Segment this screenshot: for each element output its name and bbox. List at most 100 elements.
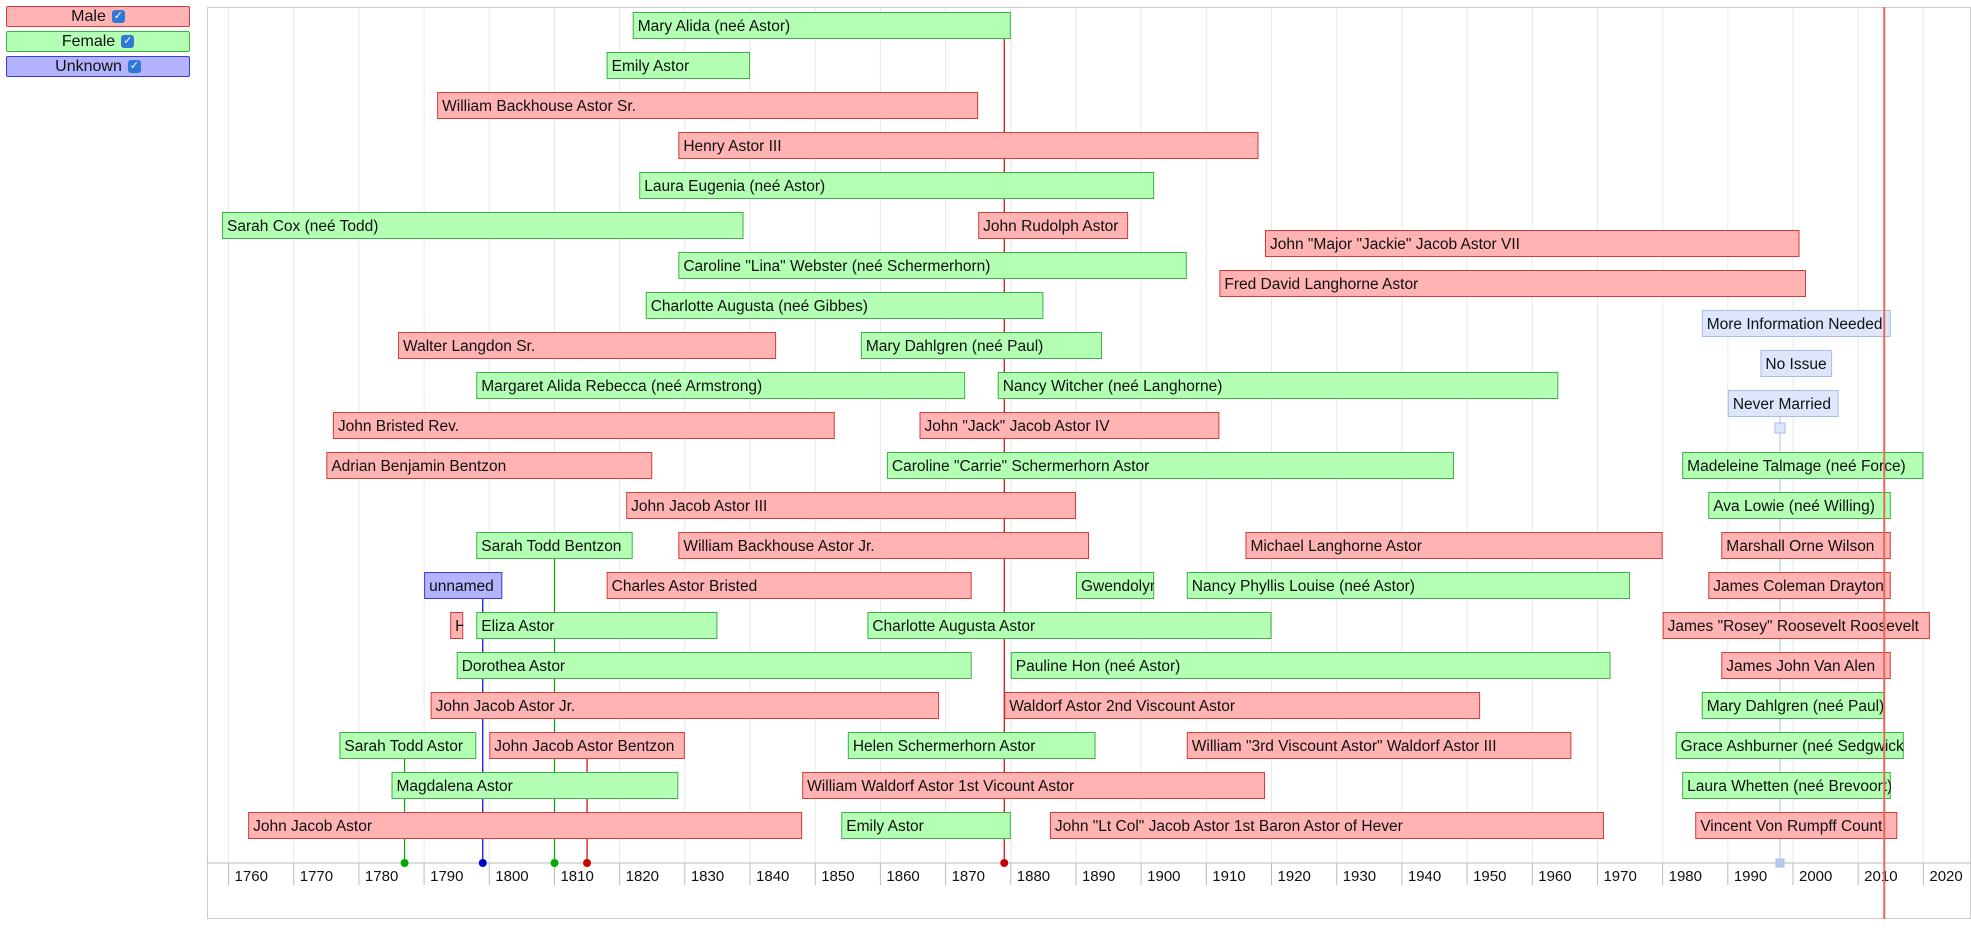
event-bar[interactable]: Nancy Witcher (neé Langhorne): [997, 372, 1559, 399]
event-bar-rect[interactable]: [802, 772, 1265, 799]
event-bar[interactable]: William "3rd Viscount Astor" Waldorf Ast…: [1186, 732, 1572, 759]
event-bar[interactable]: unnamed: [424, 572, 503, 599]
event-bar-rect[interactable]: [430, 692, 940, 719]
legend-item-male[interactable]: Male ✓: [6, 6, 190, 27]
event-bar-rect[interactable]: [1721, 532, 1891, 559]
event-bar-rect[interactable]: [1708, 492, 1891, 519]
event-bar-rect[interactable]: [1004, 692, 1481, 719]
event-bar-rect[interactable]: [476, 532, 633, 559]
event-bar[interactable]: John Jacob Astor: [248, 812, 803, 839]
event-bar[interactable]: John Jacob Astor III: [626, 492, 1076, 519]
event-bar[interactable]: Charles Astor Bristed: [606, 572, 972, 599]
event-bar[interactable]: John Bristed Rev.: [332, 412, 835, 439]
event-bar[interactable]: Caroline "Carrie" Schermerhorn Astor: [886, 452, 1455, 479]
event-bar[interactable]: William Backhouse Astor Jr.: [678, 532, 1089, 559]
event-bar[interactable]: Gwendolyn: [1075, 572, 1158, 599]
event-bar-rect[interactable]: [867, 612, 1272, 639]
event-bar[interactable]: Dorothea Astor: [456, 652, 972, 679]
event-bar-rect[interactable]: [1075, 572, 1155, 599]
event-bar[interactable]: John Jacob Astor Bentzon: [489, 732, 685, 759]
event-bar[interactable]: Marshall Orne Wilson: [1721, 532, 1891, 559]
event-bar-rect[interactable]: [437, 92, 979, 119]
event-bar-rect[interactable]: [489, 732, 685, 759]
event-bar-rect[interactable]: [1682, 772, 1891, 799]
event-bar[interactable]: Grace Ashburner (neé Sedgwick): [1675, 732, 1909, 759]
event-bar[interactable]: Caroline "Lina" Webster (neé Schermerhor…: [678, 252, 1187, 279]
event-bar-rect[interactable]: [424, 572, 503, 599]
event-bar-rect[interactable]: [398, 332, 777, 359]
event-bar[interactable]: Henry Astor III: [678, 132, 1259, 159]
event-bar[interactable]: Adrian Benjamin Bentzon: [326, 452, 653, 479]
event-bar[interactable]: Laura Whetten (neé Brevoort): [1682, 772, 1893, 799]
event-bar-rect[interactable]: [606, 572, 972, 599]
event-bar-rect[interactable]: [391, 772, 679, 799]
event-bar[interactable]: Madeleine Talmage (neé Force): [1682, 452, 1924, 479]
event-bar[interactable]: Mary Dahlgren (neé Paul): [860, 332, 1103, 359]
event-bar[interactable]: Eliza Astor: [476, 612, 718, 639]
event-bar-rect[interactable]: [456, 652, 972, 679]
event-bar[interactable]: John "Jack" Jacob Astor IV: [919, 412, 1220, 439]
event-bar-rect[interactable]: [1708, 572, 1891, 599]
event-bar[interactable]: Vincent Von Rumpff Count: [1695, 812, 1898, 839]
legend-item-female[interactable]: Female ✓: [6, 31, 190, 52]
event-bar[interactable]: Margaret Alida Rebecca (neé Armstrong): [476, 372, 966, 399]
legend-item-unknown[interactable]: Unknown ✓: [6, 56, 190, 77]
event-bar[interactable]: John "Major "Jackie" Jacob Astor VII: [1265, 230, 1800, 257]
event-bar-rect[interactable]: [678, 252, 1187, 279]
event-bar-rect[interactable]: [1721, 652, 1891, 679]
event-bar[interactable]: James John Van Alen: [1721, 652, 1891, 679]
event-bar-rect[interactable]: [1245, 532, 1663, 559]
event-bar-rect[interactable]: [632, 12, 1011, 39]
event-bar-rect[interactable]: [332, 412, 835, 439]
event-bar-rect[interactable]: [248, 812, 803, 839]
event-bar[interactable]: Sarah Todd Bentzon: [476, 532, 633, 559]
event-bar-rect[interactable]: [841, 812, 1011, 839]
event-bar-rect[interactable]: [639, 172, 1155, 199]
checkbox-icon[interactable]: ✓: [111, 10, 125, 23]
event-bar[interactable]: Mary Dahlgren (neé Paul): [1701, 692, 1885, 719]
checkbox-icon[interactable]: ✓: [121, 35, 135, 48]
event-bar[interactable]: Waldorf Astor 2nd Viscount Astor: [1004, 692, 1481, 719]
event-bar-rect[interactable]: [1682, 452, 1924, 479]
event-bar[interactable]: Magdalena Astor: [391, 772, 679, 799]
event-bar[interactable]: William Waldorf Astor 1st Vicount Astor: [802, 772, 1265, 799]
event-bar[interactable]: Helen Schermerhorn Astor: [847, 732, 1096, 759]
event-bar[interactable]: Emily Astor: [841, 812, 1011, 839]
event-bar[interactable]: Never Married: [1727, 390, 1839, 417]
event-bar[interactable]: Nancy Phyllis Louise (neé Astor): [1186, 572, 1631, 599]
event-bar[interactable]: More Information Needed: [1701, 310, 1891, 337]
event-bar-rect[interactable]: [860, 332, 1103, 359]
event-bar-rect[interactable]: [476, 612, 718, 639]
event-bar-rect[interactable]: [1186, 572, 1631, 599]
event-bar-rect[interactable]: [1760, 350, 1833, 377]
event-bar[interactable]: Charlotte Augusta (neé Gibbes): [645, 292, 1044, 319]
event-bar[interactable]: Laura Eugenia (neé Astor): [639, 172, 1155, 199]
event-bar-rect[interactable]: [997, 372, 1559, 399]
event-bar-rect[interactable]: [1186, 732, 1572, 759]
event-bar[interactable]: Sarah Cox (neé Todd): [222, 212, 744, 239]
event-bar-rect[interactable]: [1265, 230, 1800, 257]
event-bar-rect[interactable]: [645, 292, 1044, 319]
event-bar[interactable]: Michael Langhorne Astor: [1245, 532, 1663, 559]
event-bar-rect[interactable]: [678, 532, 1089, 559]
event-bar[interactable]: H: [450, 612, 467, 639]
event-bar[interactable]: Mary Alida (neé Astor): [632, 12, 1011, 39]
event-bar[interactable]: Emily Astor: [606, 52, 751, 79]
event-bar[interactable]: William Backhouse Astor Sr.: [437, 92, 979, 119]
event-bar-rect[interactable]: [978, 212, 1129, 239]
event-bar-rect[interactable]: [919, 412, 1220, 439]
event-bar[interactable]: John "Lt Col" Jacob Astor 1st Baron Asto…: [1049, 812, 1604, 839]
event-bar-rect[interactable]: [222, 212, 744, 239]
event-bar[interactable]: James "Rosey" Roosevelt Roosevelt: [1662, 612, 1930, 639]
event-bar[interactable]: No Issue: [1760, 350, 1833, 377]
event-bar[interactable]: Pauline Hon (neé Astor): [1010, 652, 1611, 679]
event-bar-rect[interactable]: [1701, 310, 1891, 337]
event-bar-rect[interactable]: [678, 132, 1259, 159]
event-bar[interactable]: James Coleman Drayton: [1708, 572, 1891, 599]
event-bar-rect[interactable]: [886, 452, 1455, 479]
event-bar-rect[interactable]: [1727, 390, 1839, 417]
event-bar-rect[interactable]: [1675, 732, 1904, 759]
event-bar-rect[interactable]: [1219, 270, 1807, 297]
checkbox-icon[interactable]: ✓: [127, 60, 141, 73]
event-bar[interactable]: Ava Lowie (neé Willing): [1708, 492, 1891, 519]
